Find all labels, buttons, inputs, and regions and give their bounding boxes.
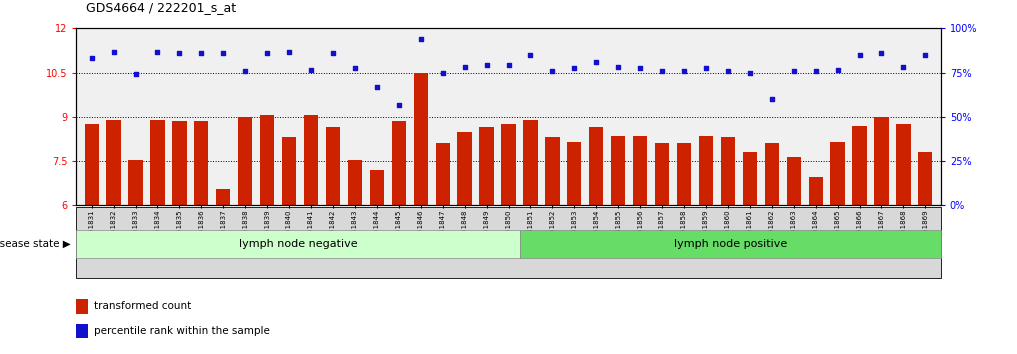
Bar bbox=[479, 127, 493, 205]
Point bbox=[193, 51, 210, 56]
Point bbox=[106, 49, 122, 55]
Point bbox=[434, 70, 451, 75]
Point bbox=[741, 70, 758, 75]
Bar bbox=[633, 136, 647, 205]
Point bbox=[127, 71, 143, 77]
Point bbox=[895, 64, 911, 69]
Bar bbox=[896, 124, 910, 205]
Point bbox=[807, 68, 824, 74]
Point bbox=[764, 96, 780, 102]
Point bbox=[698, 65, 714, 71]
Bar bbox=[501, 124, 516, 205]
Point bbox=[478, 62, 494, 68]
Text: percentile rank within the sample: percentile rank within the sample bbox=[95, 326, 271, 336]
Point bbox=[149, 49, 166, 55]
Point bbox=[874, 51, 890, 56]
Bar bbox=[238, 117, 252, 205]
Bar bbox=[520, 230, 941, 258]
Point bbox=[500, 62, 517, 68]
Bar bbox=[128, 160, 142, 205]
Bar bbox=[217, 189, 231, 205]
Bar bbox=[589, 127, 603, 205]
Bar bbox=[699, 136, 713, 205]
Bar bbox=[325, 127, 340, 205]
Bar bbox=[260, 115, 275, 205]
Bar bbox=[677, 143, 692, 205]
Point bbox=[83, 55, 100, 61]
Bar bbox=[107, 120, 121, 205]
Bar bbox=[76, 324, 88, 338]
Bar bbox=[524, 120, 538, 205]
Text: transformed count: transformed count bbox=[95, 301, 191, 311]
Bar bbox=[76, 299, 88, 314]
Bar bbox=[435, 143, 450, 205]
Text: disease state ▶: disease state ▶ bbox=[0, 239, 71, 249]
Point bbox=[457, 64, 473, 69]
Bar bbox=[918, 152, 933, 205]
Point bbox=[676, 68, 693, 74]
Bar bbox=[370, 170, 384, 205]
Point bbox=[369, 85, 385, 90]
Bar bbox=[786, 156, 800, 205]
Point bbox=[632, 65, 648, 71]
Point bbox=[347, 65, 363, 71]
Point bbox=[830, 67, 846, 73]
Bar bbox=[765, 143, 779, 205]
Point bbox=[851, 52, 868, 58]
Bar bbox=[831, 142, 845, 205]
Bar bbox=[611, 136, 625, 205]
Point bbox=[588, 59, 604, 65]
Bar bbox=[84, 124, 99, 205]
Point bbox=[917, 52, 934, 58]
Point bbox=[391, 102, 407, 108]
Point bbox=[259, 51, 276, 56]
Point bbox=[303, 67, 319, 73]
Bar bbox=[875, 117, 889, 205]
Bar bbox=[852, 126, 866, 205]
Bar bbox=[655, 143, 669, 205]
Point bbox=[523, 52, 539, 58]
Point bbox=[324, 51, 341, 56]
Point bbox=[216, 51, 232, 56]
Bar bbox=[414, 73, 428, 205]
Bar bbox=[304, 115, 318, 205]
Bar bbox=[151, 120, 165, 205]
Point bbox=[413, 36, 429, 41]
Point bbox=[610, 64, 626, 69]
Bar bbox=[545, 137, 559, 205]
Text: GDS4664 / 222201_s_at: GDS4664 / 222201_s_at bbox=[86, 1, 237, 14]
Point bbox=[785, 68, 801, 74]
Bar bbox=[76, 230, 520, 258]
Text: lymph node positive: lymph node positive bbox=[673, 239, 787, 249]
Point bbox=[544, 68, 560, 74]
Text: lymph node negative: lymph node negative bbox=[239, 239, 357, 249]
Bar bbox=[392, 121, 406, 205]
Bar bbox=[721, 137, 735, 205]
Point bbox=[720, 68, 736, 74]
Bar bbox=[567, 142, 582, 205]
Point bbox=[566, 65, 583, 71]
Bar bbox=[282, 137, 296, 205]
Bar bbox=[172, 121, 186, 205]
Point bbox=[237, 68, 253, 74]
Point bbox=[281, 49, 297, 55]
Bar bbox=[348, 160, 362, 205]
Point bbox=[171, 51, 187, 56]
Bar bbox=[194, 121, 208, 205]
Point bbox=[654, 68, 670, 74]
Bar bbox=[458, 132, 472, 205]
Bar bbox=[742, 152, 757, 205]
Bar bbox=[809, 177, 823, 205]
